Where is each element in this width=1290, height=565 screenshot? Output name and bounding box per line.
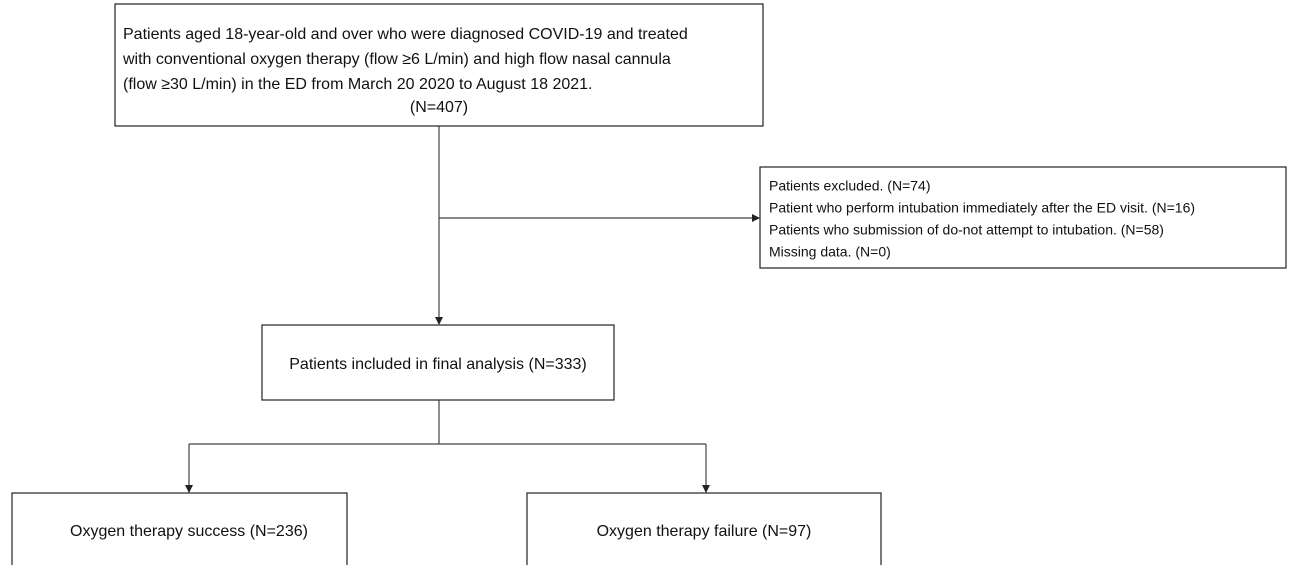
node-text: Patients excluded. (N=74) [769,178,930,194]
node-text: (N=407) [410,99,468,116]
node-text: Patient who perform intubation immediate… [769,200,1195,216]
node-text: Patients included in final analysis (N=3… [289,356,587,373]
node-text: Oxygen therapy success (N=236) [70,523,308,540]
node-text: with conventional oxygen therapy (flow ≥… [122,51,671,68]
node-text: (flow ≥30 L/min) in the ED from March 20… [123,76,592,93]
node-text: Missing data. (N=0) [769,244,891,260]
node-box [114,3,764,127]
node-text: Patients who submission of do-not attemp… [769,222,1164,238]
node-box [11,492,348,565]
node-box [261,324,615,401]
node-box [526,492,882,565]
node-text: Oxygen therapy failure (N=97) [597,523,812,540]
node-box [759,166,1287,269]
node-text: Patients aged 18-year-old and over who w… [123,26,688,43]
